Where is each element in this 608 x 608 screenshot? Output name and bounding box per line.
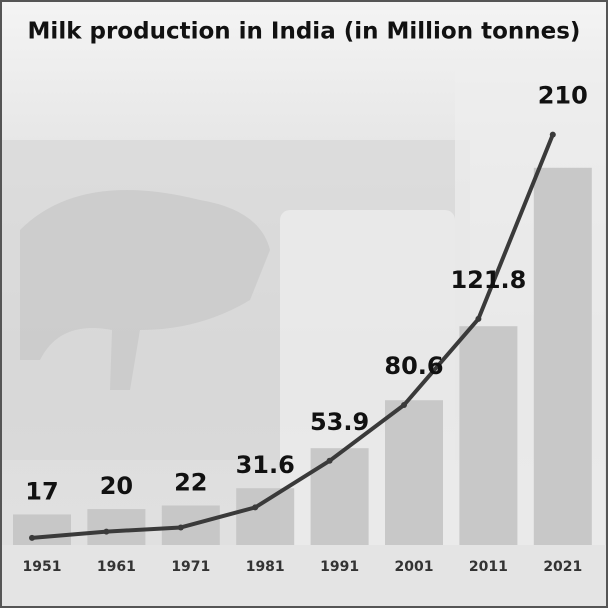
x-tick-label: 1981 [246,559,285,575]
line-point [549,131,556,138]
line-point [29,534,35,541]
line-point [326,457,333,464]
x-tick-label: 1971 [171,559,210,575]
value-label: 80.6 [384,352,443,380]
value-label: 20 [100,472,133,500]
bar [385,400,443,545]
value-label: 121.8 [450,266,526,294]
bar [459,326,518,545]
line-point [103,528,110,535]
line-point [177,524,184,531]
line-point [252,504,259,511]
chart-title: Milk production in India (in Million ton… [28,19,581,45]
bar [236,488,295,545]
background-table [0,545,608,608]
line [31,133,555,540]
value-label: 210 [538,82,588,110]
value-label: 31.6 [236,451,295,479]
x-tick-label: 1951 [23,559,62,575]
x-tick-label: 2011 [469,559,508,575]
bar [310,448,369,545]
value-label: 17 [25,477,58,505]
bar [533,167,592,545]
bar [87,509,146,545]
x-tick-label: 1961 [97,559,136,575]
line-point [401,401,407,408]
x-tick-label: 2021 [543,559,582,575]
line-point [475,315,482,322]
value-label: 22 [174,468,207,496]
background-cow [20,190,270,390]
bar [13,514,71,545]
x-tick-label: 1991 [320,559,359,575]
value-label: 53.9 [310,408,369,436]
x-tick-label: 2001 [395,559,434,575]
